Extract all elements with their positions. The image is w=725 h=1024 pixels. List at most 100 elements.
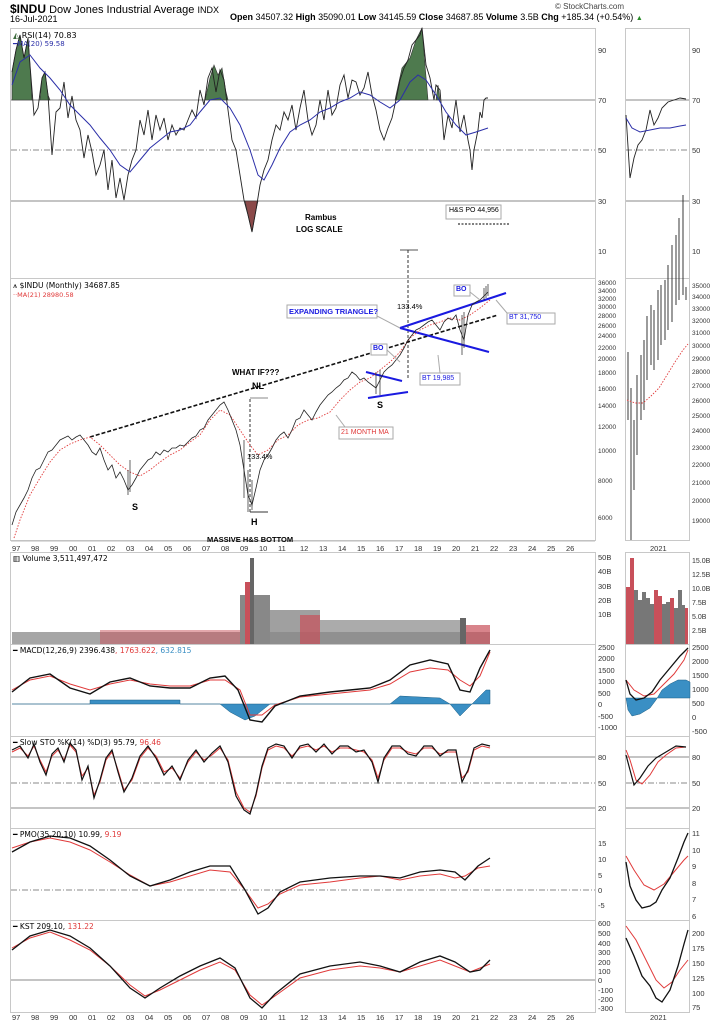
inset-year-bottom: 2021 [650,1013,667,1022]
year-tick: 19 [433,1013,442,1022]
year-tick: 18 [414,1013,423,1022]
inset-rsi-y-tick: 30 [692,197,701,206]
kst-y-tick: -100 [598,986,614,995]
macd-legend: ━ MACD(12,26,9) 2396.438, 1763.622, 632.… [13,646,192,655]
inset-macd-y-tick: 500 [692,699,705,708]
year-tick: 02 [107,1013,116,1022]
price-y-tick: 34000 [598,288,617,295]
macd-y-tick: 1000 [598,677,615,686]
exchange: INDX [197,5,219,15]
rambus-label: Rambus [305,213,337,222]
year-tick: 24 [528,1013,537,1022]
year-tick: 17 [395,1013,404,1022]
year-tick: 08 [221,544,230,553]
sto-inset-panel [625,736,690,829]
inset-price-y-tick: 31000 [692,330,711,337]
inset-rsi-y-tick: 50 [692,146,701,155]
sto-k-value: Slow STO %K(14) %D(3) 95.79, [19,738,138,747]
sto-legend: ━ Slow STO %K(14) %D(3) 95.79, 96.46 [13,738,161,747]
up-arrow-icon: ▲ [635,15,643,22]
year-tick: 26 [566,544,575,553]
inset-price-y-tick: 22000 [692,462,711,469]
year-tick: 17 [395,544,404,553]
year-tick: 05 [164,1013,173,1022]
price-y-tick: 14000 [598,403,617,410]
pmo-panel [10,828,596,921]
inset-sto-y-tick: 50 [692,779,701,788]
volume-bars [12,558,490,644]
inset-sto-y-tick: 80 [692,753,701,762]
inset-kst-y-tick: 150 [692,959,705,968]
macd-hist-value: , 632.815 [155,646,192,655]
macd-y-tick: 0 [598,700,603,709]
nl-label: NL [252,381,264,391]
vol-y-tick: 10B [598,610,612,619]
volume-value: 3.5B [520,12,539,22]
year-tick: 21 [471,544,480,553]
inset-year-top: 2021 [650,544,667,553]
year-tick: 08 [221,1013,230,1022]
inset-price-y-tick: 28000 [692,369,711,376]
price-ma-value: MA(21) 28980.58 [17,291,74,299]
year-tick: 13 [319,544,328,553]
year-tick: 09 [240,544,249,553]
year-tick: 14 [338,544,347,553]
inset-kst-y-tick: 75 [692,1003,701,1012]
inset-macd-y-tick: -500 [692,727,708,736]
sto-y-tick: 80 [598,753,607,762]
price-y-tick: 12000 [598,424,617,431]
year-tick: 98 [31,1013,40,1022]
year-tick: 01 [88,544,97,553]
low-label: Low [358,12,377,22]
year-tick: 12 [300,1013,309,1022]
chg-label: Chg [541,12,559,22]
price-y-tick: 20000 [598,356,617,363]
chart-date: 16-Jul-2021 [10,14,58,24]
year-tick: 07 [202,544,211,553]
kst-y-tick: -200 [598,995,614,1004]
inset-price-y-tick: 27000 [692,383,711,390]
kst-panel [10,920,596,1013]
inset-kst-y-tick: 125 [692,974,705,983]
bo-label-top: BO [456,286,467,293]
bt-31750-label: BT 31,750 [509,314,542,321]
year-tick: 06 [183,1013,192,1022]
macd-y-tick: 2000 [598,654,615,663]
sto-y-tick: 20 [598,804,607,813]
macd-panel [10,644,596,737]
kst-y-tick: 0 [598,976,603,985]
rsi-y-tick: 90 [598,46,607,55]
pmo-signal-value: 9.19 [102,830,122,839]
inset-price-y-tick: 19000 [692,518,711,525]
rsi-ma-legend: ━MA(20) 59.58 [13,40,65,48]
inset-price-y-tick: 23000 [692,445,711,452]
price-legend: ⩚ $INDU (Monthly) 34687.85 [13,281,120,290]
price-y-tick: 22000 [598,345,617,352]
ma21-label: 21 MONTH MA [341,429,389,436]
sto-d-value: 96.46 [137,738,161,747]
year-tick: 15 [357,544,366,553]
pmo-y-tick: 15 [598,839,607,848]
year-tick: 01 [88,1013,97,1022]
macd-y-tick: -500 [598,712,614,721]
rsi-legend: ◭ RSI(14) 70.83 [13,31,77,40]
rsi-y-tick: 50 [598,146,607,155]
kst-y-tick: 100 [598,967,611,976]
year-tick: 03 [126,1013,135,1022]
pct-label-top: 133.4% [397,302,423,311]
year-tick: 20 [452,1013,461,1022]
rsi-panel [10,28,596,279]
price-ma-legend: ··MA(21) 28980.58 [13,291,74,299]
year-tick: 25 [547,544,556,553]
price-y-tick: 28000 [598,313,617,320]
year-tick: 25 [547,1013,556,1022]
kst-y-tick: -300 [598,1004,614,1013]
year-tick: 24 [528,544,537,553]
inset-price-y-tick: 35000 [692,283,711,290]
inset-pmo-y-tick: 10 [692,846,701,855]
vol-y-tick: 40B [598,567,612,576]
kst-value: KST 209.10, [19,922,66,931]
inset-pmo-y-tick: 7 [692,895,697,904]
expanding-triangle-label: EXPANDING TRIANGLE? [289,307,379,316]
macd-signal-value: , 1763.622 [115,646,156,655]
